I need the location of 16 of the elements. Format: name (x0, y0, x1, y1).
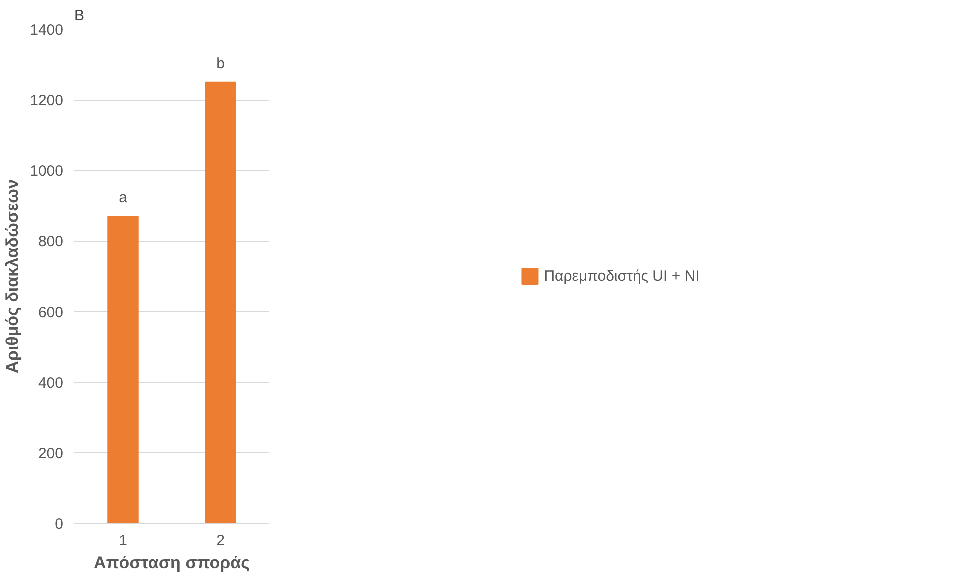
annotation: a (119, 190, 128, 207)
y-tick-label: 1000 (30, 163, 64, 180)
y-tick-label: 0 (55, 516, 64, 533)
y-tick-label: 1400 (30, 22, 64, 39)
y-tick-label: 1200 (30, 92, 64, 110)
y-tick-label: 600 (38, 304, 64, 322)
y-tick-label: 400 (38, 374, 64, 392)
y-tick-label: 800 (38, 234, 64, 251)
legend-label: Παρεμποδιστής UI + NI (544, 268, 700, 284)
chart-title: B (74, 8, 85, 24)
x-tick-label: 1 (119, 532, 128, 550)
y-tick-label: 200 (38, 445, 64, 462)
y-axis-title: Αριθμός διακλαδώσεων (3, 180, 22, 374)
x-axis-title: Απόσταση σποράς (94, 554, 250, 572)
x-tick-label: 2 (216, 532, 225, 550)
annotation: b (216, 55, 225, 72)
